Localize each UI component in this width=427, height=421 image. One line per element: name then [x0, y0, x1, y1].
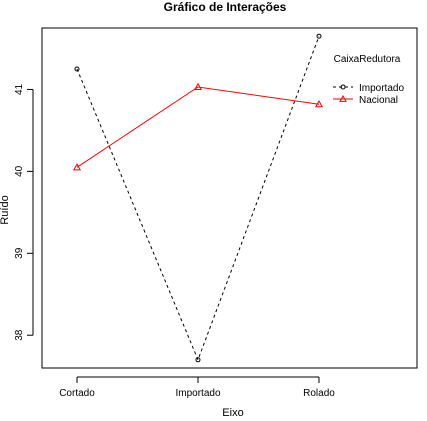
- chart-title: Gráfico de Interações: [164, 0, 287, 14]
- y-axis-label: Ruído: [0, 195, 11, 224]
- data-point-importado: [195, 357, 201, 363]
- y-axis: 38 39 40 41: [14, 83, 34, 341]
- legend-label-nacional: Nacional: [359, 95, 398, 106]
- plot-frame: [41, 27, 418, 369]
- data-point-nacional: [314, 99, 324, 108]
- data-point-nacional: [72, 163, 82, 171]
- y-tick-label: 40: [14, 165, 25, 177]
- legend-label-importado: Importado: [359, 83, 404, 94]
- legend-marker-nacional: [339, 94, 347, 102]
- series-layer: [72, 33, 324, 363]
- x-axis-label: Eixo: [222, 407, 243, 419]
- data-point-importado: [316, 33, 322, 39]
- data-point-importado: [74, 66, 80, 72]
- legend-title: CaixaRedutora: [334, 54, 401, 65]
- y-tick-label: 38: [14, 329, 25, 341]
- data-point-nacional: [193, 82, 203, 91]
- series-line-nacional: [76, 86, 320, 168]
- legend-marker-importado: [340, 84, 346, 90]
- x-tick-label: Cortado: [59, 388, 95, 399]
- y-tick-label: 41: [14, 83, 25, 95]
- x-axis: Cortado Importado Rolado: [59, 376, 335, 399]
- x-tick-label: Importado: [175, 388, 220, 399]
- y-tick-label: 39: [14, 247, 25, 259]
- x-tick-label: Rolado: [303, 388, 335, 399]
